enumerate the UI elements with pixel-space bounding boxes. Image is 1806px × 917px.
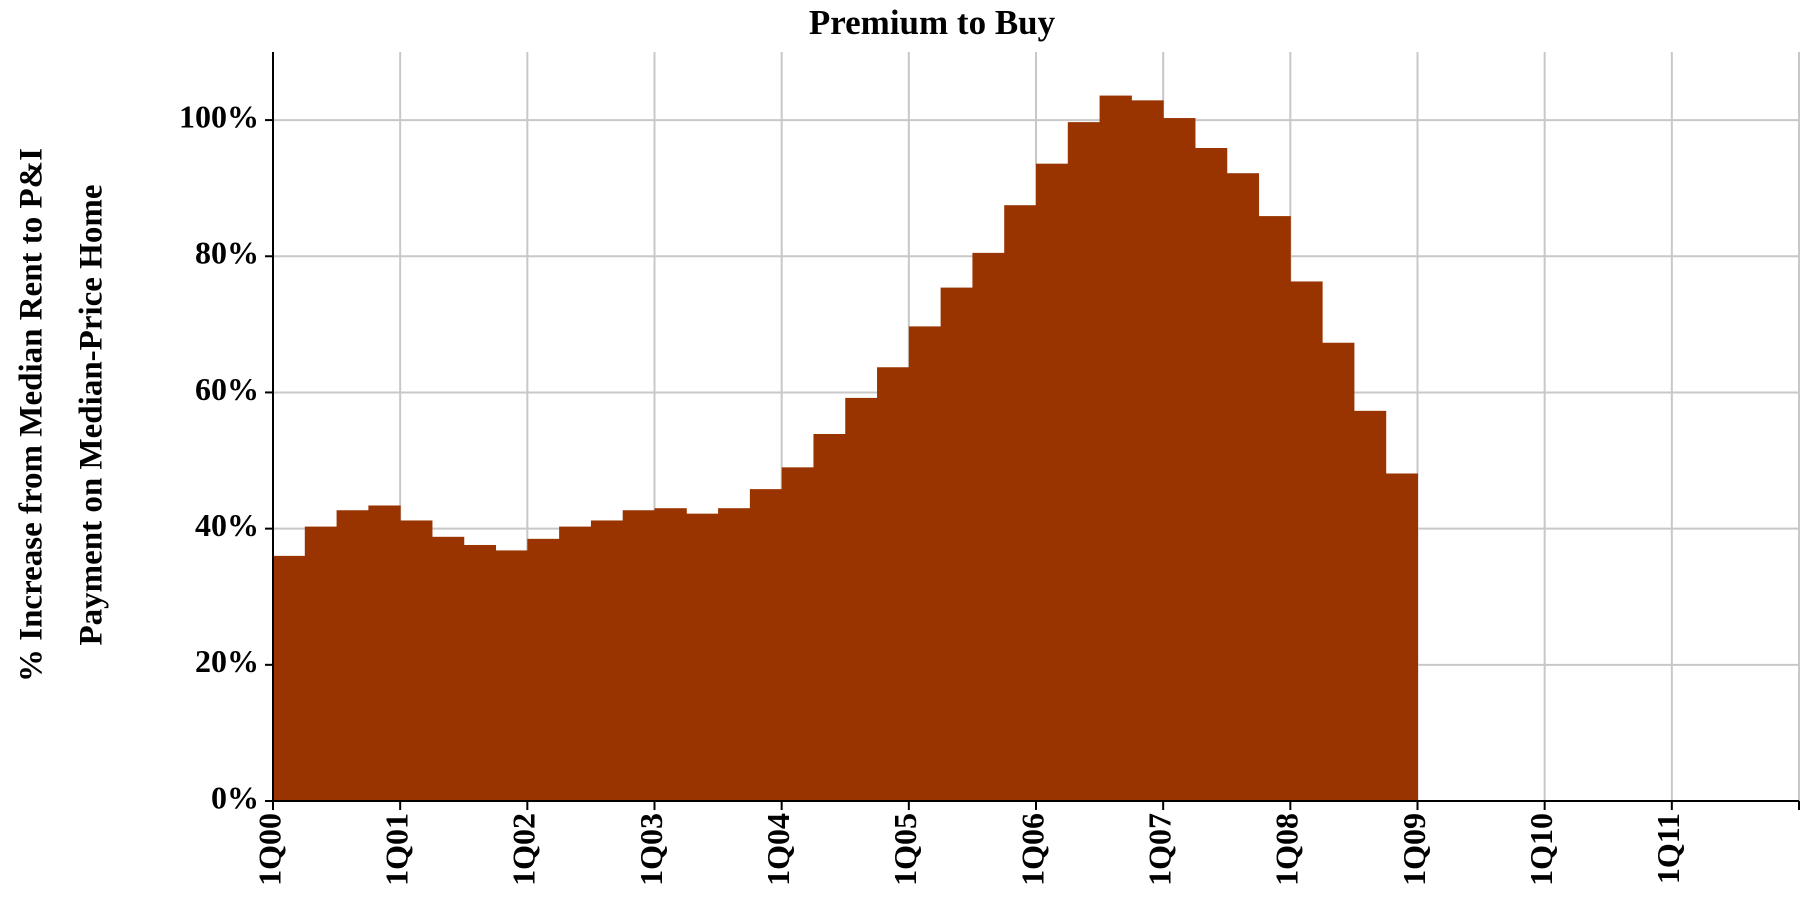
bar <box>590 520 624 801</box>
y-tick-label: 40% <box>195 507 259 543</box>
bar <box>1131 100 1164 801</box>
bar <box>781 467 814 801</box>
bar <box>1258 216 1291 801</box>
x-tick-label: 1Q11 <box>1650 813 1686 884</box>
bar <box>527 538 560 801</box>
bar <box>1226 173 1260 802</box>
x-tick-label: 1Q02 <box>506 813 542 886</box>
bar <box>431 536 465 801</box>
bar <box>877 367 910 801</box>
bar <box>400 520 433 801</box>
y-tick-label: 60% <box>195 371 259 407</box>
bar <box>1004 205 1037 802</box>
bar <box>686 513 719 801</box>
bar <box>463 544 497 801</box>
bar <box>304 526 338 801</box>
x-tick-label: 1Q04 <box>760 813 796 886</box>
bar <box>654 508 687 801</box>
bar <box>1194 148 1228 801</box>
bar <box>1067 122 1101 801</box>
x-tick-label: 1Q07 <box>1142 813 1178 886</box>
bar <box>1353 410 1387 801</box>
x-tick-label: 1Q08 <box>1269 813 1305 886</box>
bar <box>1290 281 1323 801</box>
y-tick-label: 80% <box>195 235 259 271</box>
x-tick-label: 1Q00 <box>251 813 287 886</box>
bar <box>1099 95 1132 801</box>
bar <box>908 326 942 801</box>
bar <box>559 526 592 801</box>
x-tick-label: 1Q05 <box>887 813 923 886</box>
bar <box>1036 163 1069 802</box>
x-tick-label: 1Q10 <box>1523 813 1559 886</box>
bar <box>813 433 846 801</box>
x-tick-label: 1Q03 <box>633 813 669 886</box>
x-tick-label: 1Q06 <box>1014 813 1050 886</box>
bar <box>1322 342 1355 801</box>
bar <box>749 489 783 801</box>
bar <box>972 252 1005 802</box>
bar <box>622 510 655 801</box>
y-tick-label: 100% <box>179 98 259 134</box>
bar <box>336 510 369 801</box>
y-tick-label: 20% <box>195 643 259 679</box>
x-tick-label: 1Q01 <box>379 813 415 886</box>
bar <box>495 550 528 801</box>
chart-title: Premium to Buy <box>809 3 1056 42</box>
y-axis-title: Payment on Median-Price Home <box>74 185 110 646</box>
bar <box>1163 118 1196 802</box>
bar <box>1385 473 1418 801</box>
bar <box>368 505 401 801</box>
y-axis-title: % Increase from Median Rent to P&I <box>14 148 50 682</box>
bar <box>845 397 878 801</box>
y-tick-label: 0% <box>211 779 259 815</box>
bar <box>718 508 751 801</box>
x-tick-label: 1Q09 <box>1396 813 1432 886</box>
bar <box>273 555 306 801</box>
bar <box>940 287 973 801</box>
